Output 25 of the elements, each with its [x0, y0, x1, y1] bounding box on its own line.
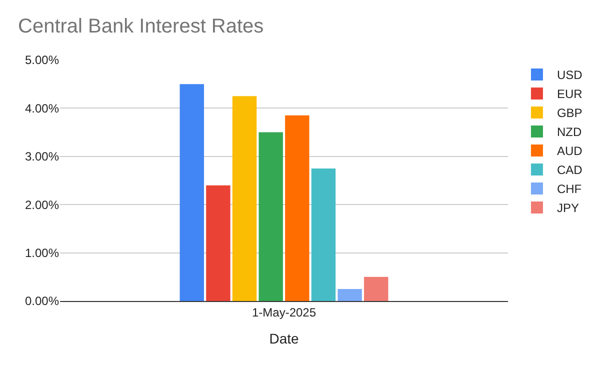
legend-label: EUR — [556, 87, 583, 102]
bar — [311, 168, 336, 301]
x-axis-title: Date — [269, 330, 299, 347]
legend-label: JPY — [556, 201, 579, 216]
legend-label: AUD — [556, 144, 583, 158]
bar — [232, 96, 257, 301]
bar — [338, 288, 362, 301]
y-tick-label: 4.00% — [24, 101, 60, 116]
chart-title: Central Bank Interest Rates — [18, 16, 264, 38]
bar — [180, 84, 204, 301]
legend-label: USD — [556, 68, 583, 82]
y-tick-label: 3.00% — [24, 150, 60, 164]
legend-label: CAD — [556, 163, 583, 178]
legend-label: NZD — [556, 125, 582, 140]
bar — [206, 185, 230, 301]
y-tick-label: 0.00% — [24, 294, 60, 308]
legend-label: CHF — [556, 182, 582, 196]
bar — [258, 132, 283, 301]
y-tick-label: 1.00% — [24, 246, 60, 260]
x-tick-label: 1-May-2025 — [252, 305, 316, 320]
legend-label: GBP — [556, 106, 582, 120]
y-tick-label: 2.00% — [24, 198, 60, 212]
bar — [364, 276, 388, 301]
bar — [285, 115, 310, 301]
y-tick-label: 5.00% — [24, 53, 60, 68]
